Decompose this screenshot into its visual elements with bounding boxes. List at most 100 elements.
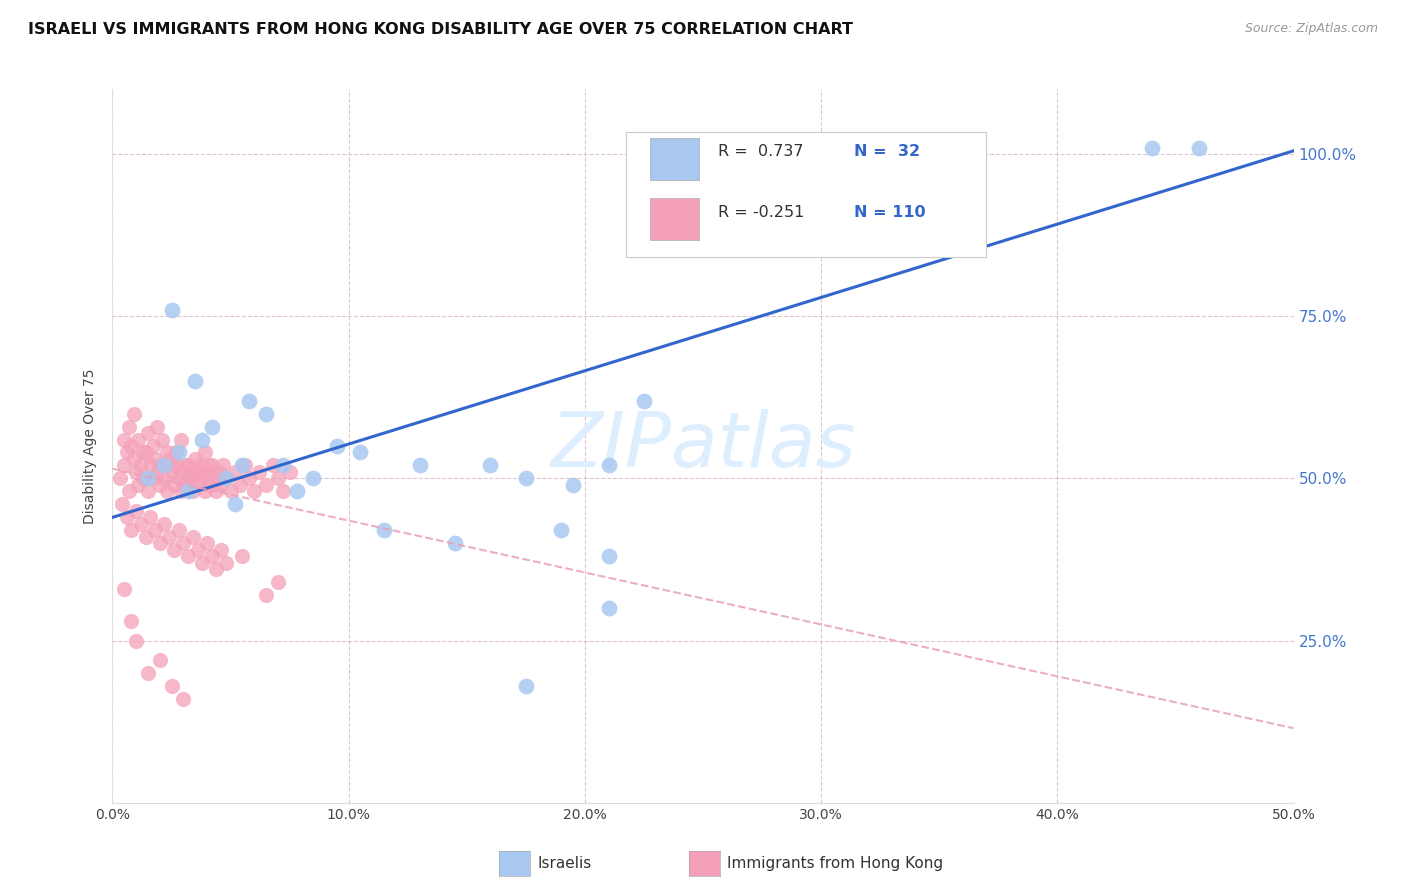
Point [125, 633, 148, 648]
Point [550, 524, 572, 538]
Point [326, 439, 349, 453]
Point [194, 445, 217, 459]
Point [170, 433, 193, 447]
Point [408, 458, 430, 473]
Point [142, 439, 165, 453]
Text: Source: ZipAtlas.com: Source: ZipAtlas.com [1244, 22, 1378, 36]
Point [156, 445, 179, 459]
Point [112, 433, 135, 447]
Text: N = 110: N = 110 [855, 205, 925, 219]
Point [125, 465, 148, 479]
Point [150, 458, 173, 473]
Point [153, 516, 176, 531]
Point [238, 471, 260, 485]
Point [209, 542, 232, 557]
Point [201, 419, 224, 434]
Point [205, 484, 228, 499]
Point [174, 478, 197, 492]
Point [212, 458, 235, 473]
Point [254, 407, 277, 421]
Point [125, 504, 148, 518]
Point [271, 484, 294, 499]
Point [209, 478, 232, 492]
Point [150, 433, 173, 447]
Point [515, 679, 537, 693]
Point [231, 549, 253, 564]
Point [172, 536, 194, 550]
Point [142, 471, 165, 485]
Point [479, 458, 502, 473]
Point [202, 471, 225, 485]
Point [139, 458, 162, 473]
Point [127, 478, 149, 492]
Point [160, 679, 183, 693]
Point [349, 445, 371, 459]
Point [163, 542, 186, 557]
Point [302, 471, 325, 485]
Point [179, 471, 201, 485]
Point [122, 407, 145, 421]
Point [163, 478, 186, 492]
Point [111, 497, 134, 511]
Point [224, 497, 246, 511]
Point [136, 484, 159, 499]
Text: ISRAELI VS IMMIGRANTS FROM HONG KONG DISABILITY AGE OVER 75 CORRELATION CHART: ISRAELI VS IMMIGRANTS FROM HONG KONG DIS… [28, 22, 853, 37]
Point [208, 465, 231, 479]
Point [198, 478, 221, 492]
Point [186, 542, 208, 557]
Point [112, 458, 135, 473]
Point [146, 465, 169, 479]
Point [267, 471, 290, 485]
Point [201, 458, 224, 473]
Point [1188, 140, 1211, 154]
Point [184, 452, 207, 467]
Point [181, 530, 204, 544]
Point [194, 484, 217, 499]
Point [132, 471, 155, 485]
Point [115, 510, 138, 524]
Point [129, 516, 152, 531]
Point [160, 465, 183, 479]
Point [160, 458, 183, 473]
Point [172, 465, 194, 479]
Point [215, 556, 238, 570]
Point [177, 458, 200, 473]
FancyBboxPatch shape [626, 132, 987, 257]
Point [146, 419, 169, 434]
Point [153, 458, 176, 473]
Point [373, 524, 395, 538]
Point [157, 452, 180, 467]
Point [633, 393, 655, 408]
FancyBboxPatch shape [650, 198, 699, 241]
Point [205, 562, 228, 576]
Point [135, 530, 157, 544]
Text: R =  0.737: R = 0.737 [718, 145, 804, 159]
Point [285, 484, 308, 499]
Y-axis label: Disability Age Over 75: Disability Age Over 75 [83, 368, 97, 524]
Point [149, 536, 172, 550]
Point [1140, 140, 1163, 154]
Point [129, 458, 152, 473]
Point [515, 471, 537, 485]
Point [165, 445, 187, 459]
Point [243, 484, 266, 499]
Point [177, 549, 200, 564]
Point [160, 302, 183, 317]
Text: N =  32: N = 32 [855, 145, 921, 159]
Point [191, 433, 214, 447]
Text: R = -0.251: R = -0.251 [718, 205, 804, 219]
Point [167, 445, 190, 459]
Point [157, 530, 180, 544]
Point [122, 452, 145, 467]
Point [112, 582, 135, 596]
Point [224, 465, 246, 479]
Point [172, 692, 194, 706]
Point [167, 471, 190, 485]
Point [262, 458, 284, 473]
Point [191, 471, 214, 485]
Point [108, 471, 131, 485]
Point [202, 471, 225, 485]
Point [229, 478, 252, 492]
Point [120, 439, 142, 453]
Point [191, 556, 214, 570]
